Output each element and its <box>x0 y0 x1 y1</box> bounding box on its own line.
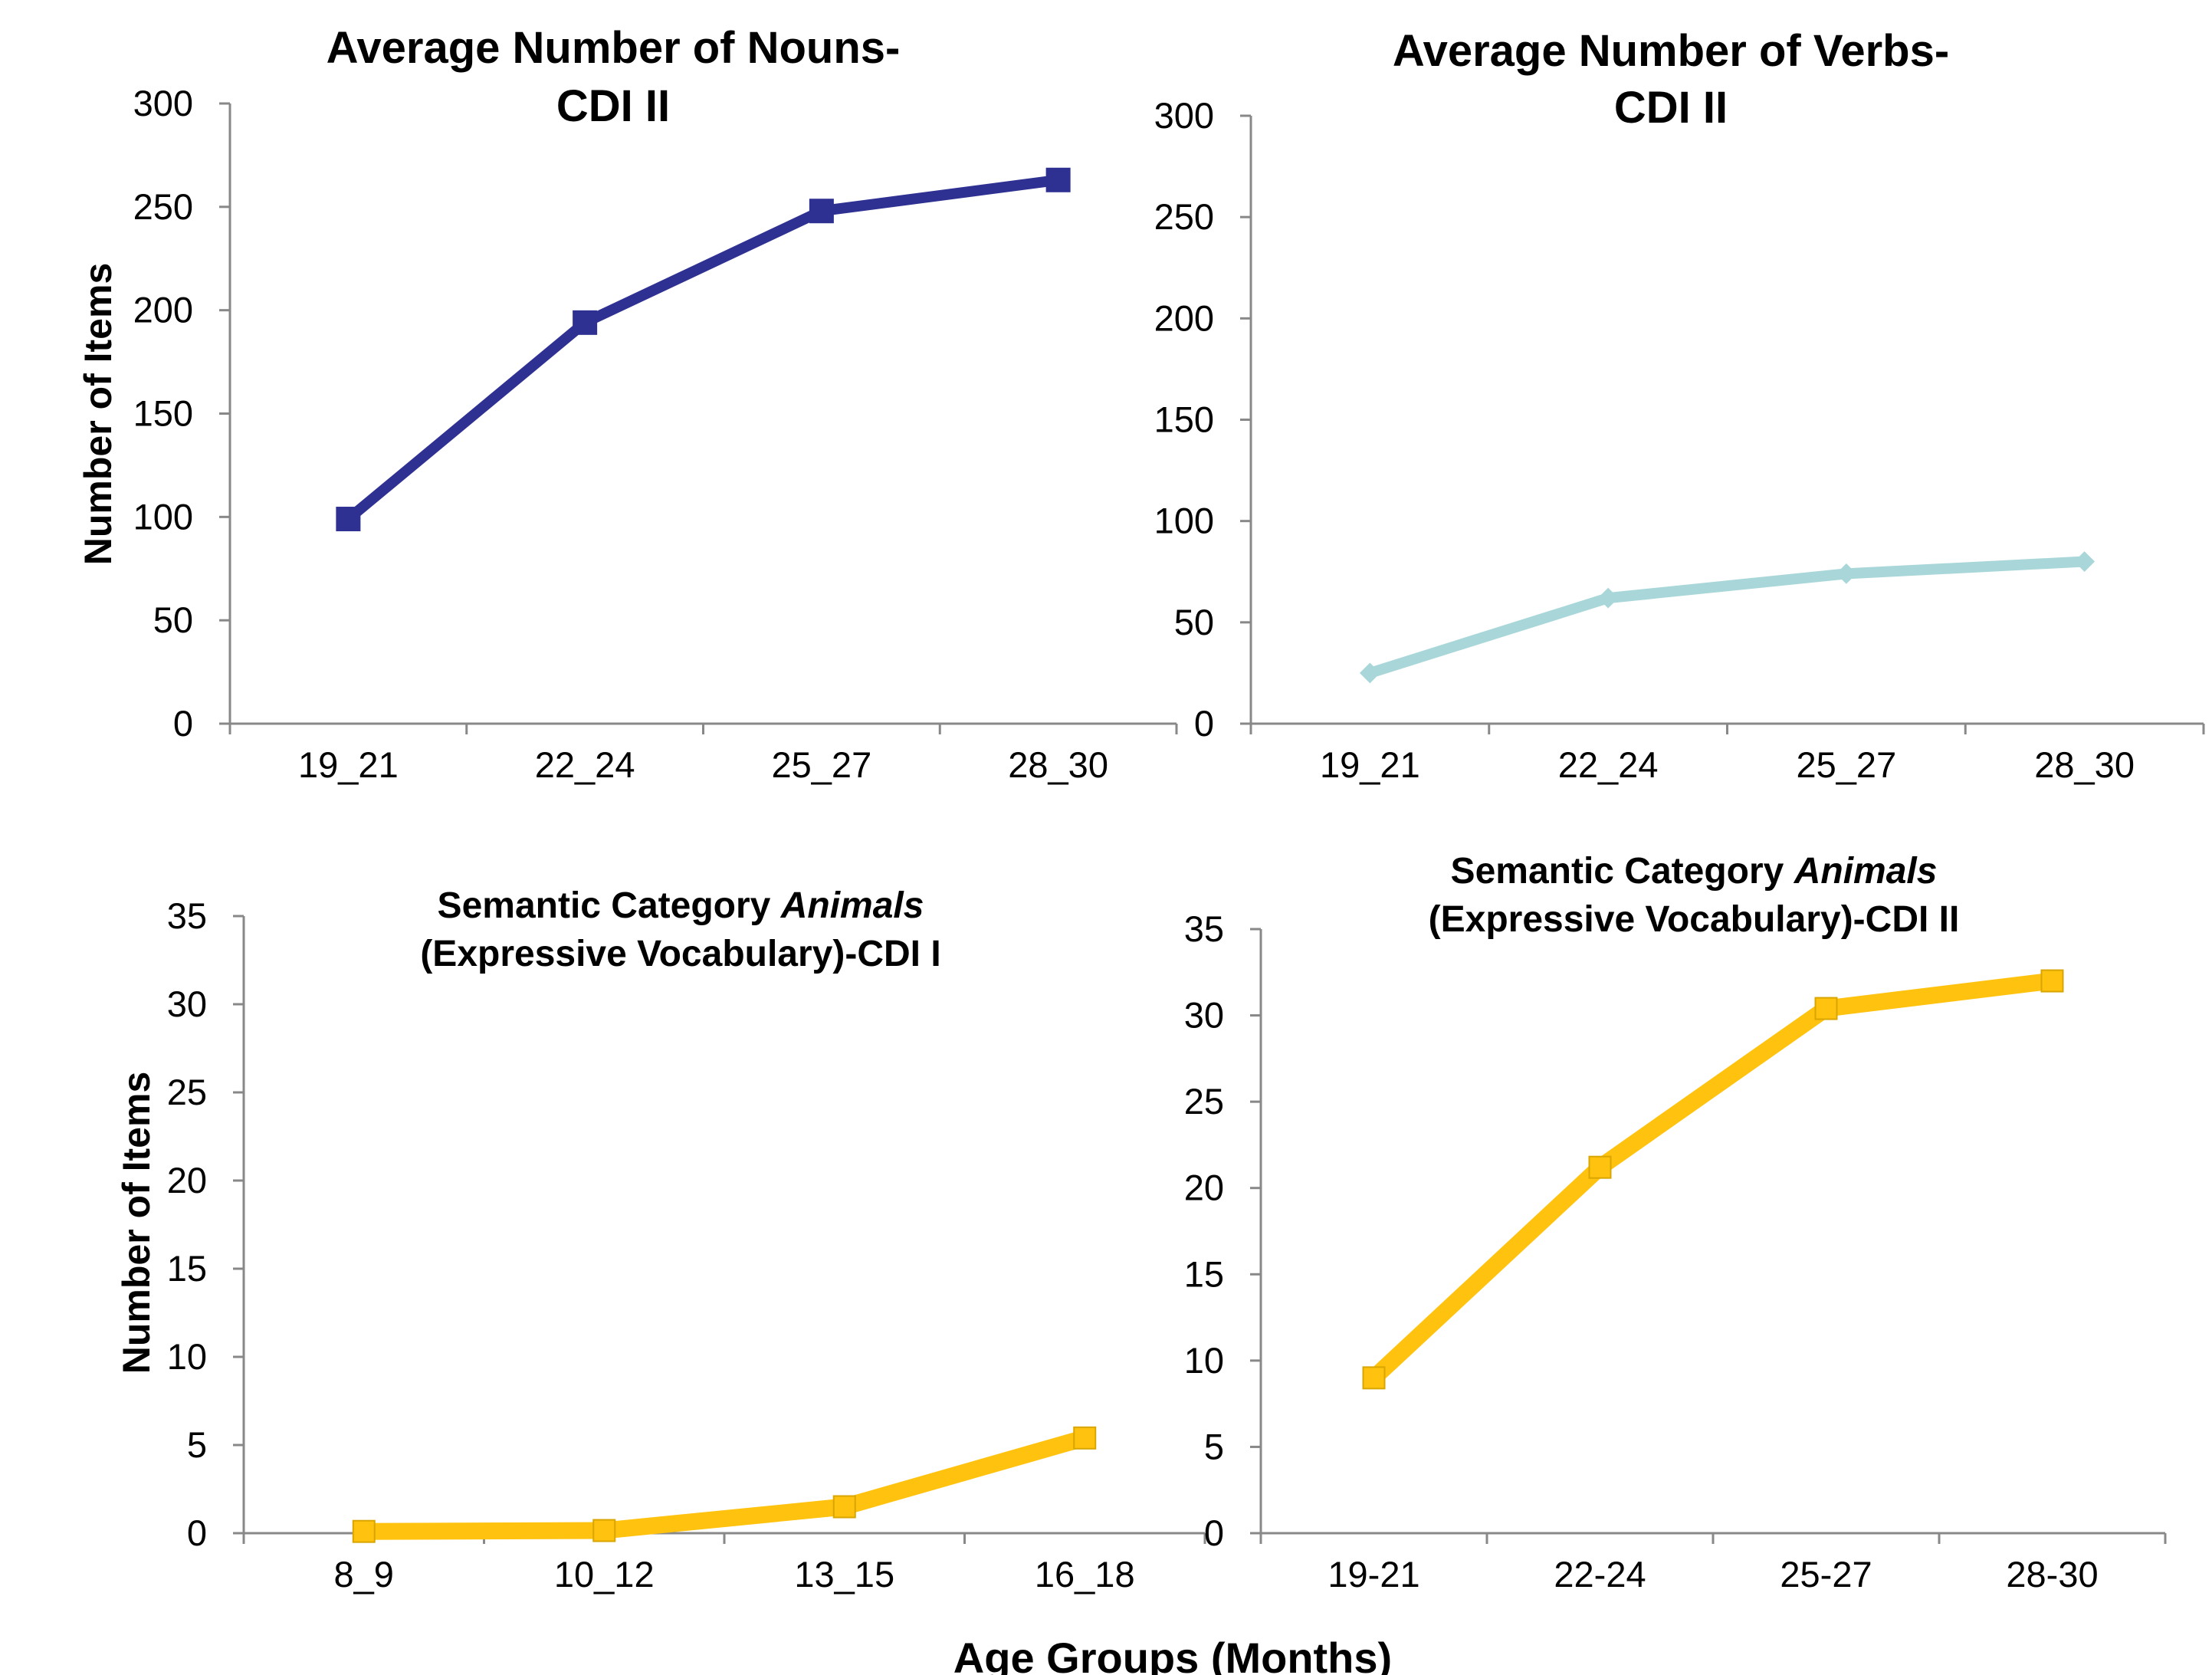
y-tick-label: 250 <box>1154 196 1214 237</box>
chart-title-text: Animals <box>780 885 924 926</box>
y-tick-label: 35 <box>167 895 207 936</box>
series-line <box>355 1429 1094 1540</box>
chart-title-line: CDI II <box>556 81 670 131</box>
data-point <box>1362 1366 1386 1390</box>
series-line <box>1364 556 2090 678</box>
y-tick-label: 5 <box>187 1424 207 1465</box>
y-tick-label: 20 <box>1184 1168 1224 1208</box>
chart-title-text: (Expressive Vocabulary)-CDI I <box>420 934 940 974</box>
chart-title-line: Semantic Category Animals <box>438 885 924 926</box>
y-axis-title: Number of Items <box>77 263 120 566</box>
x-tick-label: 28_30 <box>2034 744 2135 785</box>
y-tick-label: 0 <box>1194 703 1214 744</box>
y-tick-label: 0 <box>173 703 193 744</box>
chart-title-text: Semantic Category <box>438 885 781 926</box>
chart-animals-cdi1: Semantic Category Animals (Expressive Voc… <box>115 885 1206 1595</box>
x-tick-label: 28_30 <box>1008 744 1108 785</box>
y-tick-label: 5 <box>1204 1426 1224 1466</box>
chart-verbs: Average Number of Verbs- CDI II 0 50 100 150 2… <box>1154 26 2205 785</box>
x-tick-label: 22_24 <box>535 744 635 785</box>
data-point <box>1836 563 1857 584</box>
data-point <box>809 199 834 224</box>
chart-title-text: CDI II <box>556 81 670 131</box>
data-point <box>1588 1155 1612 1179</box>
data-point <box>2074 551 2095 572</box>
data-point <box>1597 587 1619 609</box>
chart-title-line: Semantic Category Animals <box>1451 851 1938 892</box>
y-axis-title: Number of Items <box>115 1072 158 1374</box>
y-tick-label: 15 <box>1184 1253 1224 1294</box>
data-point <box>1814 997 1838 1020</box>
y-tick-label: 30 <box>1184 995 1224 1036</box>
y-tick-label: 10 <box>1184 1340 1224 1381</box>
data-point <box>352 1519 376 1543</box>
x-tick-label: 22-24 <box>1554 1554 1646 1595</box>
chart-title-text: Semantic Category <box>1451 851 1794 892</box>
y-tick-label: 300 <box>133 83 193 123</box>
data-point <box>2040 969 2064 993</box>
y-tick-label: 150 <box>1154 399 1214 440</box>
x-tick-label: 25_27 <box>1797 744 1897 785</box>
chart-animals-cdi2: Semantic Category Animals (Expressive Voc… <box>1184 851 2167 1595</box>
chart-title-text: Animals <box>1794 851 1938 892</box>
series-line <box>1365 972 2061 1387</box>
chart-title-line: (Expressive Vocabulary)-CDI II <box>1429 899 1960 940</box>
x-tick-label: 16_18 <box>1035 1554 1135 1595</box>
x-axis-title: Age Groups (Months) <box>953 1634 1392 1675</box>
y-tick-label: 0 <box>187 1512 207 1553</box>
chart-title-text: Average Number of Verbs- <box>1393 26 1949 76</box>
x-tick-label: 25-27 <box>1780 1554 1872 1595</box>
data-point <box>573 310 598 335</box>
chart-title-line: CDI II <box>1614 83 1728 133</box>
y-tick-label: 0 <box>1204 1512 1224 1553</box>
y-tick-label: 25 <box>167 1072 207 1112</box>
y-tick-label: 100 <box>1154 501 1214 541</box>
chart-title-text: (Expressive Vocabulary)-CDI II <box>1429 899 1960 940</box>
chart-nouns: Average Number of Nouns- CDI II Number of … <box>77 23 1178 785</box>
x-tick-label: 19_21 <box>298 744 399 785</box>
x-tick-label: 13_15 <box>794 1554 894 1595</box>
data-point <box>832 1495 856 1519</box>
y-tick-label: 200 <box>133 290 193 330</box>
chart-title-line: (Expressive Vocabulary)-CDI I <box>420 934 940 974</box>
series-line <box>343 174 1064 525</box>
y-tick-label: 35 <box>1184 908 1224 949</box>
chart-panels: Average Number of Nouns- CDI II Number of … <box>77 23 2205 1595</box>
chart-title-text: CDI II <box>1614 83 1728 133</box>
y-tick-label: 250 <box>133 186 193 227</box>
y-tick-label: 25 <box>1184 1081 1224 1122</box>
x-tick-label: 25_27 <box>772 744 872 785</box>
chart-title-line: Average Number of Nouns- <box>327 23 901 73</box>
y-tick-label: 10 <box>167 1336 207 1377</box>
chart-title-line: Average Number of Verbs- <box>1393 26 1949 76</box>
x-tick-label: 22_24 <box>1558 744 1659 785</box>
x-tick-label: 8_9 <box>334 1554 394 1595</box>
y-tick-label: 50 <box>1174 602 1214 642</box>
data-point <box>1073 1426 1097 1450</box>
data-point <box>592 1519 616 1542</box>
x-tick-label: 10_12 <box>554 1554 655 1595</box>
y-tick-label: 300 <box>1154 95 1214 136</box>
y-tick-label: 150 <box>133 393 193 434</box>
x-tick-label: 28-30 <box>2006 1554 2098 1595</box>
y-tick-label: 20 <box>167 1160 207 1200</box>
y-tick-label: 100 <box>133 496 193 537</box>
y-tick-label: 30 <box>167 984 207 1024</box>
y-tick-label: 50 <box>153 599 193 640</box>
x-tick-label: 19-21 <box>1328 1554 1419 1595</box>
chart-title-text: Average Number of Nouns- <box>327 23 901 73</box>
y-tick-label: 15 <box>167 1248 207 1289</box>
data-point <box>1359 662 1380 684</box>
y-tick-label: 200 <box>1154 297 1214 338</box>
data-point <box>1045 167 1071 192</box>
x-tick-label: 19_21 <box>1320 744 1420 785</box>
data-point <box>336 507 361 532</box>
